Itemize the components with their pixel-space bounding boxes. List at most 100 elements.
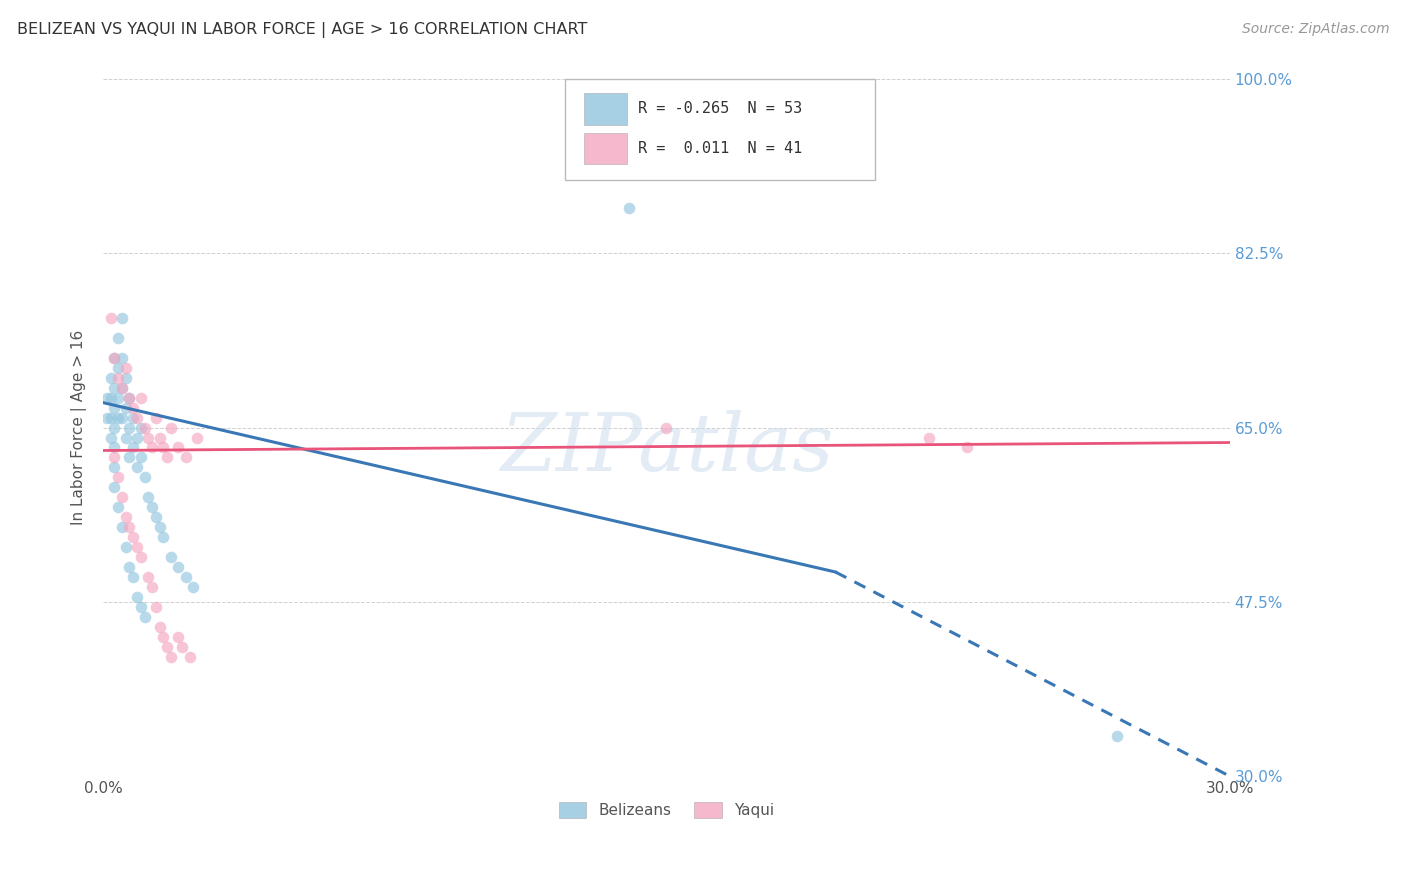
- Point: [103, 351, 125, 365]
- Text: Source: ZipAtlas.com: Source: ZipAtlas.com: [1241, 22, 1389, 37]
- Point: [103, 381, 125, 395]
- Point: [148, 520, 170, 534]
- Point: [136, 491, 159, 505]
- Point: [114, 401, 136, 415]
- Point: [125, 431, 148, 445]
- Point: [103, 420, 125, 434]
- Point: [145, 410, 167, 425]
- Point: [152, 530, 174, 544]
- Point: [122, 530, 145, 544]
- Point: [167, 560, 190, 574]
- Point: [118, 560, 141, 574]
- Point: [152, 441, 174, 455]
- Point: [118, 391, 141, 405]
- Point: [111, 351, 134, 365]
- Point: [159, 649, 181, 664]
- Point: [107, 391, 129, 405]
- Point: [103, 450, 125, 465]
- Point: [186, 431, 208, 445]
- Point: [918, 431, 941, 445]
- Point: [141, 500, 163, 515]
- Point: [111, 491, 134, 505]
- FancyBboxPatch shape: [565, 79, 875, 180]
- Point: [129, 450, 152, 465]
- Point: [122, 570, 145, 584]
- Point: [103, 351, 125, 365]
- Text: R = -0.265  N = 53: R = -0.265 N = 53: [638, 102, 803, 117]
- Point: [96, 410, 118, 425]
- Point: [111, 410, 134, 425]
- Point: [956, 441, 979, 455]
- Point: [118, 520, 141, 534]
- Point: [148, 620, 170, 634]
- Text: ZIPatlas: ZIPatlas: [499, 409, 834, 487]
- Point: [159, 550, 181, 565]
- Point: [167, 630, 190, 644]
- Point: [129, 420, 152, 434]
- Point: [122, 441, 145, 455]
- Point: [100, 391, 122, 405]
- Point: [107, 371, 129, 385]
- Point: [156, 450, 179, 465]
- Point: [156, 640, 179, 654]
- Point: [125, 460, 148, 475]
- Text: BELIZEAN VS YAQUI IN LABOR FORCE | AGE > 16 CORRELATION CHART: BELIZEAN VS YAQUI IN LABOR FORCE | AGE >…: [17, 22, 588, 38]
- Point: [122, 401, 145, 415]
- Y-axis label: In Labor Force | Age > 16: In Labor Force | Age > 16: [72, 330, 87, 525]
- Point: [107, 470, 129, 484]
- Point: [152, 630, 174, 644]
- Point: [174, 570, 197, 584]
- Point: [125, 410, 148, 425]
- Point: [136, 431, 159, 445]
- Point: [107, 410, 129, 425]
- FancyBboxPatch shape: [585, 94, 627, 125]
- Point: [103, 480, 125, 494]
- Legend: Belizeans, Yaqui: Belizeans, Yaqui: [553, 796, 780, 824]
- Point: [174, 450, 197, 465]
- Point: [114, 431, 136, 445]
- Point: [118, 450, 141, 465]
- Point: [183, 580, 205, 594]
- Point: [114, 360, 136, 375]
- Point: [100, 371, 122, 385]
- Point: [159, 420, 181, 434]
- Point: [122, 410, 145, 425]
- Point: [145, 599, 167, 614]
- Point: [103, 401, 125, 415]
- Point: [111, 311, 134, 326]
- Point: [1107, 729, 1129, 743]
- Point: [141, 580, 163, 594]
- Point: [96, 391, 118, 405]
- Point: [655, 420, 678, 434]
- Point: [125, 540, 148, 554]
- Point: [136, 570, 159, 584]
- Point: [118, 420, 141, 434]
- Point: [100, 431, 122, 445]
- Point: [134, 609, 156, 624]
- Point: [118, 391, 141, 405]
- Point: [103, 441, 125, 455]
- Point: [134, 470, 156, 484]
- Point: [145, 510, 167, 524]
- Point: [125, 590, 148, 604]
- Point: [107, 500, 129, 515]
- Point: [179, 649, 201, 664]
- Point: [100, 311, 122, 326]
- Point: [167, 441, 190, 455]
- FancyBboxPatch shape: [585, 133, 627, 164]
- Point: [617, 202, 640, 216]
- Point: [129, 391, 152, 405]
- Text: R =  0.011  N = 41: R = 0.011 N = 41: [638, 141, 803, 156]
- Point: [107, 331, 129, 345]
- Point: [148, 431, 170, 445]
- Point: [134, 420, 156, 434]
- Point: [129, 599, 152, 614]
- Point: [103, 460, 125, 475]
- Point: [170, 640, 193, 654]
- Point: [114, 540, 136, 554]
- Point: [114, 510, 136, 524]
- Point: [114, 371, 136, 385]
- Point: [111, 381, 134, 395]
- Point: [141, 441, 163, 455]
- Point: [100, 410, 122, 425]
